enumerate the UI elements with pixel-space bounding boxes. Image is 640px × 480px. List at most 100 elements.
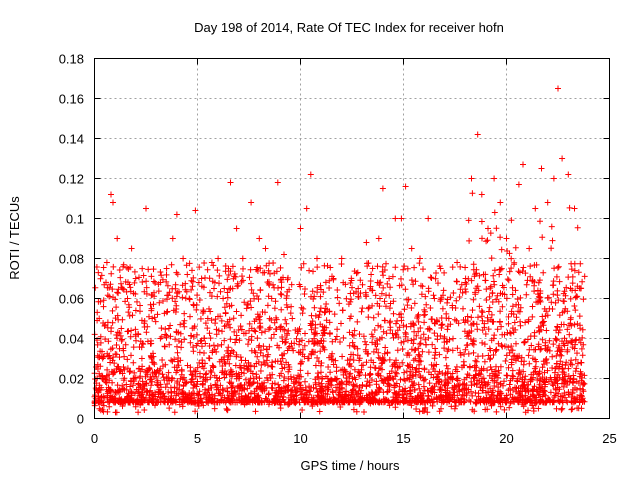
data-point — [224, 289, 231, 296]
data-point — [207, 289, 213, 296]
data-point — [154, 311, 161, 318]
data-point — [113, 409, 120, 416]
data-point — [374, 300, 381, 307]
data-point — [223, 300, 230, 307]
data-point — [576, 285, 583, 292]
data-point — [448, 374, 454, 381]
data-point — [420, 331, 427, 338]
data-point — [404, 265, 411, 272]
data-point — [427, 274, 434, 281]
data-point — [109, 307, 116, 314]
data-point — [169, 295, 176, 302]
data-point — [309, 403, 316, 410]
data-point — [193, 331, 200, 338]
data-point — [259, 269, 266, 276]
data-point — [567, 295, 574, 302]
data-point — [456, 294, 463, 300]
data-point — [535, 279, 542, 286]
data-point — [519, 396, 526, 403]
data-point — [296, 281, 303, 288]
data-point — [579, 278, 586, 285]
data-point — [379, 366, 385, 373]
data-point — [117, 332, 124, 339]
data-point — [164, 381, 171, 387]
data-point — [449, 370, 456, 377]
data-point — [343, 388, 349, 395]
data-point — [181, 317, 188, 324]
data-point — [326, 277, 333, 284]
data-point — [237, 364, 244, 371]
data-point — [454, 278, 460, 285]
data-point — [318, 360, 325, 366]
data-point — [238, 312, 245, 319]
data-point — [148, 307, 155, 314]
data-point — [226, 360, 233, 367]
data-point — [163, 278, 170, 285]
data-point — [392, 215, 399, 222]
data-point — [562, 362, 569, 369]
data-point — [505, 320, 512, 327]
data-point — [318, 369, 324, 376]
data-point — [482, 381, 489, 388]
data-point — [512, 244, 519, 251]
data-point — [317, 293, 324, 300]
data-point — [369, 377, 375, 383]
data-point — [337, 394, 344, 401]
data-point — [210, 262, 217, 269]
data-point — [459, 381, 466, 388]
data-point — [378, 377, 385, 384]
data-point — [528, 342, 535, 349]
data-point — [470, 320, 477, 327]
data-point — [387, 324, 394, 331]
data-point — [196, 359, 203, 366]
data-point — [223, 405, 230, 412]
data-point — [297, 382, 304, 389]
data-point — [106, 377, 113, 384]
data-point — [248, 381, 255, 388]
data-point — [494, 392, 501, 399]
data-point — [257, 324, 264, 331]
data-point — [292, 327, 299, 333]
data-point — [330, 276, 337, 283]
data-point — [217, 288, 224, 295]
data-point — [501, 378, 507, 385]
data-point — [139, 265, 146, 272]
data-point — [508, 265, 515, 272]
data-point — [150, 350, 156, 357]
data-point — [111, 399, 118, 406]
data-point — [406, 387, 413, 394]
data-point — [104, 408, 111, 415]
data-point — [567, 361, 574, 367]
data-point — [279, 334, 286, 340]
data-point — [484, 237, 491, 244]
data-point — [507, 391, 514, 398]
data-point — [218, 356, 225, 363]
data-point — [407, 361, 413, 368]
data-point — [268, 317, 275, 323]
data-point — [493, 408, 500, 415]
data-point — [468, 277, 475, 284]
data-point — [318, 337, 325, 344]
data-point — [298, 373, 305, 380]
data-point — [408, 320, 414, 327]
data-point — [107, 346, 114, 353]
data-point — [524, 277, 531, 284]
data-point — [416, 385, 423, 392]
data-point — [473, 396, 480, 403]
data-point — [572, 307, 579, 314]
data-point — [493, 363, 499, 370]
data-point — [194, 399, 201, 406]
data-point — [277, 290, 284, 297]
data-point — [285, 368, 292, 375]
data-point — [390, 310, 397, 317]
data-point — [375, 365, 382, 372]
x-tick-label: 5 — [194, 431, 201, 446]
data-point — [369, 339, 376, 346]
data-point — [217, 313, 224, 320]
data-point — [170, 307, 177, 314]
data-point — [340, 279, 347, 286]
data-point — [132, 326, 139, 333]
data-point — [466, 237, 473, 244]
data-point — [539, 319, 546, 325]
data-point — [175, 338, 182, 344]
